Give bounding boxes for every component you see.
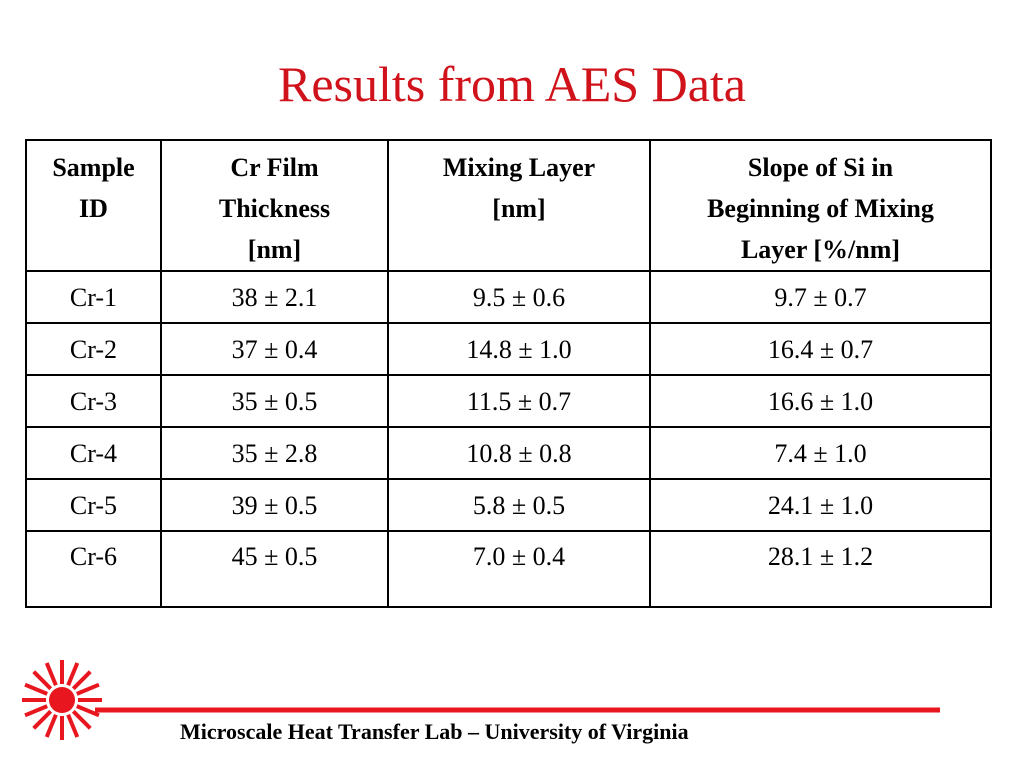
header-line: Sample (52, 153, 135, 182)
logo-ray (24, 704, 48, 718)
table-cell: Cr-6 (25, 530, 162, 608)
header-line: Layer [%/nm] (740, 235, 901, 264)
table-cell: 45 ± 0.5 (160, 530, 389, 608)
header-line: Beginning of Mixing (707, 194, 934, 223)
table-cell: Cr-2 (25, 322, 162, 376)
table-cell: 5.8 ± 0.5 (387, 478, 651, 532)
header-line: [nm] (492, 194, 546, 223)
header-line: ID (79, 194, 108, 223)
logo-ray (44, 662, 58, 686)
header-cell: Mixing Layer [nm] (387, 139, 651, 272)
footer-text: Microscale Heat Transfer Lab – Universit… (180, 719, 689, 744)
table-cell: 9.7 ± 0.7 (649, 270, 992, 324)
table-cell: Cr-1 (25, 270, 162, 324)
header-row: Sample ID Cr Film Thickness [nm] Mixing Layer… (25, 139, 992, 272)
table-cell: 37 ± 0.4 (160, 322, 389, 376)
logo-ray (24, 682, 48, 696)
table-cell: 16.6 ± 1.0 (649, 374, 992, 428)
header-cell: Sample ID (25, 139, 162, 272)
table-cell: Cr-4 (25, 426, 162, 480)
table-cell: 39 ± 0.5 (160, 478, 389, 532)
table-cell: Cr-3 (25, 374, 162, 428)
slide-title: Results from AES Data (277, 56, 747, 112)
table-row: Cr-2 37 ± 0.4 14.8 ± 1.0 16.4 ± 0.7 (25, 322, 992, 376)
header-line: Slope of Si in (747, 153, 894, 182)
table-cell: 9.5 ± 0.6 (387, 270, 651, 324)
header-line: Thickness (218, 194, 331, 223)
table-cell: 38 ± 2.1 (160, 270, 389, 324)
table-row: Cr-6 45 ± 0.5 7.0 ± 0.4 28.1 ± 1.2 (25, 530, 992, 608)
logo-ray (32, 709, 53, 730)
logo-ray (66, 662, 80, 686)
table-cell: 28.1 ± 1.2 (649, 530, 992, 608)
table-cell: 10.8 ± 0.8 (387, 426, 651, 480)
logo-ray (76, 704, 100, 718)
header-line: Cr Film (230, 153, 319, 182)
table-cell: 35 ± 2.8 (160, 426, 389, 480)
table-cell: 7.4 ± 1.0 (649, 426, 992, 480)
table-row: Cr-4 35 ± 2.8 10.8 ± 0.8 7.4 ± 1.0 (25, 426, 992, 480)
table-cell: Cr-5 (25, 478, 162, 532)
logo-ray (32, 670, 53, 691)
logo-ray (76, 682, 100, 696)
table-cell: 16.4 ± 0.7 (649, 322, 992, 376)
header-line: [nm] (247, 235, 302, 264)
header-cell: Slope of Si in Beginning of Mixing Layer [… (649, 139, 992, 272)
laser-logo (22, 660, 102, 740)
table-cell: 24.1 ± 1.0 (649, 478, 992, 532)
table-cell: 14.8 ± 1.0 (387, 322, 651, 376)
logo-ray (66, 714, 80, 738)
header-line: Mixing Layer (442, 153, 596, 182)
table-row: Cr-5 39 ± 0.5 5.8 ± 0.5 24.1 ± 1.0 (25, 478, 992, 532)
table-cell: 11.5 ± 0.7 (387, 374, 651, 428)
table-cell: 7.0 ± 0.4 (387, 530, 651, 608)
logo-ray (71, 670, 92, 691)
logo-ray (44, 714, 58, 738)
results-table: Sample ID Cr Film Thickness [nm] Mixing Layer… (25, 139, 992, 608)
table-cell: 35 ± 0.5 (160, 374, 389, 428)
table-row: Cr-1 38 ± 2.1 9.5 ± 0.6 9.7 ± 0.7 (25, 270, 992, 324)
table-row: Cr-3 35 ± 0.5 11.5 ± 0.7 16.6 ± 1.0 (25, 374, 992, 428)
header-cell: Cr Film Thickness [nm] (160, 139, 389, 272)
logo-ray (71, 709, 92, 730)
